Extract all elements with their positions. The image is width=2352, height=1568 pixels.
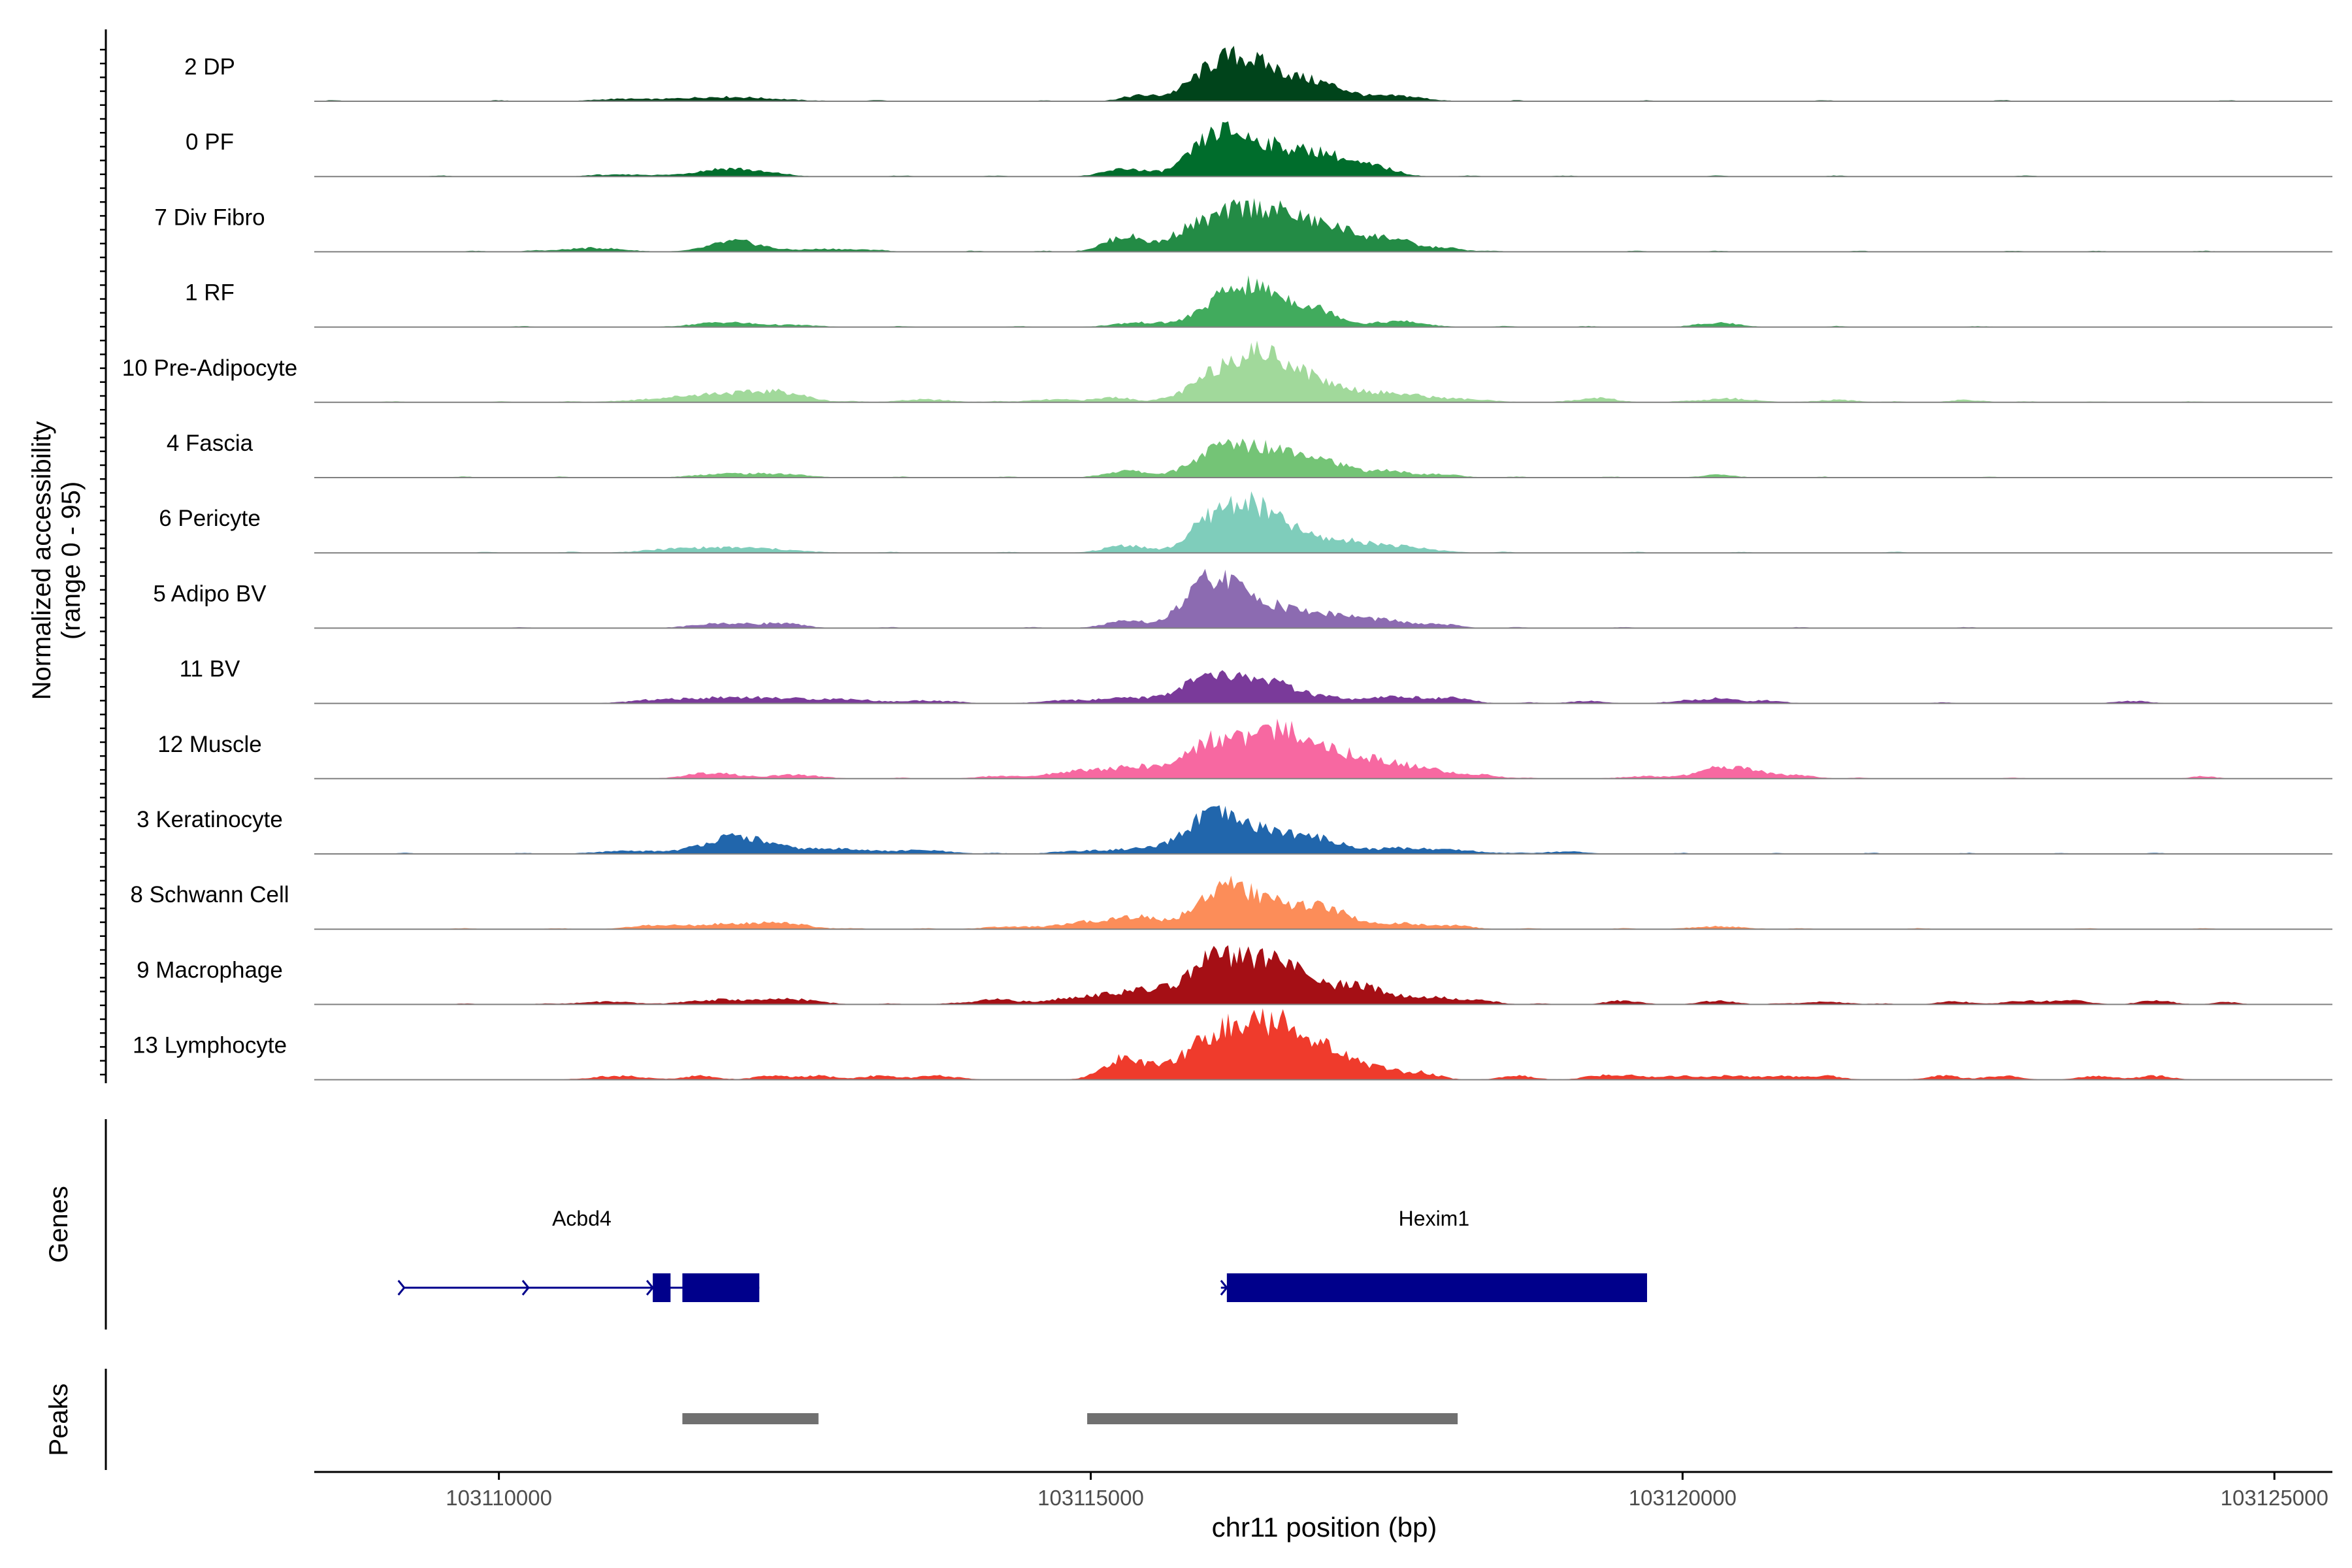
genes-panel-label: Genes <box>44 1186 73 1263</box>
strand-arrow <box>397 1280 406 1296</box>
track-12-muscle: 12 Muscle <box>157 719 2332 779</box>
track-13-lymphocyte: 13 Lymphocyte <box>133 1008 2332 1081</box>
track-6-pericyte: 6 Pericyte <box>159 491 2332 554</box>
coverage-area <box>314 275 2332 327</box>
gene-name: Acbd4 <box>552 1207 612 1230</box>
coverage-area <box>314 719 2332 779</box>
track-2-dp: 2 DP <box>184 46 2332 102</box>
peaks-panel-label: Peaks <box>44 1383 73 1456</box>
gene-acbd4: Acbd4 <box>397 1207 760 1302</box>
coverage-area <box>314 121 2332 177</box>
track-label: 11 BV <box>180 657 240 682</box>
strand-arrow <box>521 1280 530 1296</box>
coverage-area <box>314 875 2332 930</box>
track-label: 1 RF <box>185 280 235 306</box>
track-9-macrophage: 9 Macrophage <box>137 945 2332 1005</box>
x-tick-label: 103125000 <box>2221 1486 2328 1510</box>
peak-regions <box>682 1413 1458 1424</box>
x-tick-label: 103115000 <box>1037 1486 1144 1510</box>
track-3-keratinocyte: 3 Keratinocyte <box>137 805 2332 855</box>
strand-arrow <box>1220 1280 1228 1296</box>
gene-exon <box>682 1273 760 1302</box>
track-label: 10 Pre-Adipocyte <box>122 355 297 381</box>
y-axis-label-line1: Normalized accessibility <box>27 421 56 700</box>
gene-annotations: Acbd4 Hexim1 <box>397 1207 1648 1302</box>
coverage-area <box>314 1008 2332 1080</box>
coverage-area <box>314 438 2332 478</box>
track-label: 3 Keratinocyte <box>137 807 283 832</box>
track-label: 8 Schwann Cell <box>130 882 289 907</box>
track-5-adipo-bv: 5 Adipo BV <box>153 568 2332 629</box>
track-1-rf: 1 RF <box>185 275 2332 328</box>
track-label: 12 Muscle <box>157 732 262 757</box>
track-4-fascia: 4 Fascia <box>167 431 2332 478</box>
coverage-area <box>314 46 2332 101</box>
gene-exon <box>1226 1273 1648 1302</box>
track-label: 2 DP <box>184 54 235 80</box>
coverage-area <box>314 340 2332 402</box>
track-7-div-fibro: 7 Div Fibro <box>154 198 2332 253</box>
track-label: 4 Fascia <box>167 431 253 456</box>
track-label: 6 Pericyte <box>159 506 261 531</box>
track-label: 7 Div Fibro <box>154 204 265 230</box>
x-axis-ticks: 103110000 103115000 103120000 103125000 <box>446 1472 2328 1510</box>
coverage-area <box>314 198 2332 252</box>
y-axis-label-line2: (range 0 - 95) <box>57 482 86 640</box>
coverage-area <box>314 491 2332 553</box>
peak-region <box>1087 1413 1458 1424</box>
gene-hexim1: Hexim1 <box>1220 1207 1648 1302</box>
x-tick-label: 103120000 <box>1629 1486 1737 1510</box>
peak-region <box>682 1413 819 1424</box>
coverage-tracks: 2 DP 0 PF 7 Div Fibro 1 RF 10 Pre-Adipocyte 4… <box>122 46 2332 1081</box>
track-0-pf: 0 PF <box>186 121 2332 178</box>
track-label: 9 Macrophage <box>137 957 283 983</box>
coverage-y-ticks <box>100 48 106 1076</box>
coverage-area <box>314 670 2332 704</box>
track-label: 0 PF <box>186 129 234 155</box>
x-tick-label: 103110000 <box>446 1486 552 1510</box>
track-label: 5 Adipo BV <box>153 581 267 606</box>
track-10-pre-adipocyte: 10 Pre-Adipocyte <box>122 340 2332 403</box>
track-8-schwann-cell: 8 Schwann Cell <box>130 875 2332 930</box>
gene-exon <box>653 1273 671 1302</box>
coverage-area <box>314 568 2332 629</box>
coverage-area <box>314 945 2332 1005</box>
x-axis-label: chr11 position (bp) <box>1212 1512 1437 1543</box>
gene-name: Hexim1 <box>1399 1207 1469 1230</box>
track-11-bv: 11 BV <box>180 657 2332 704</box>
track-label: 13 Lymphocyte <box>133 1033 287 1058</box>
coverage-area <box>314 805 2332 854</box>
